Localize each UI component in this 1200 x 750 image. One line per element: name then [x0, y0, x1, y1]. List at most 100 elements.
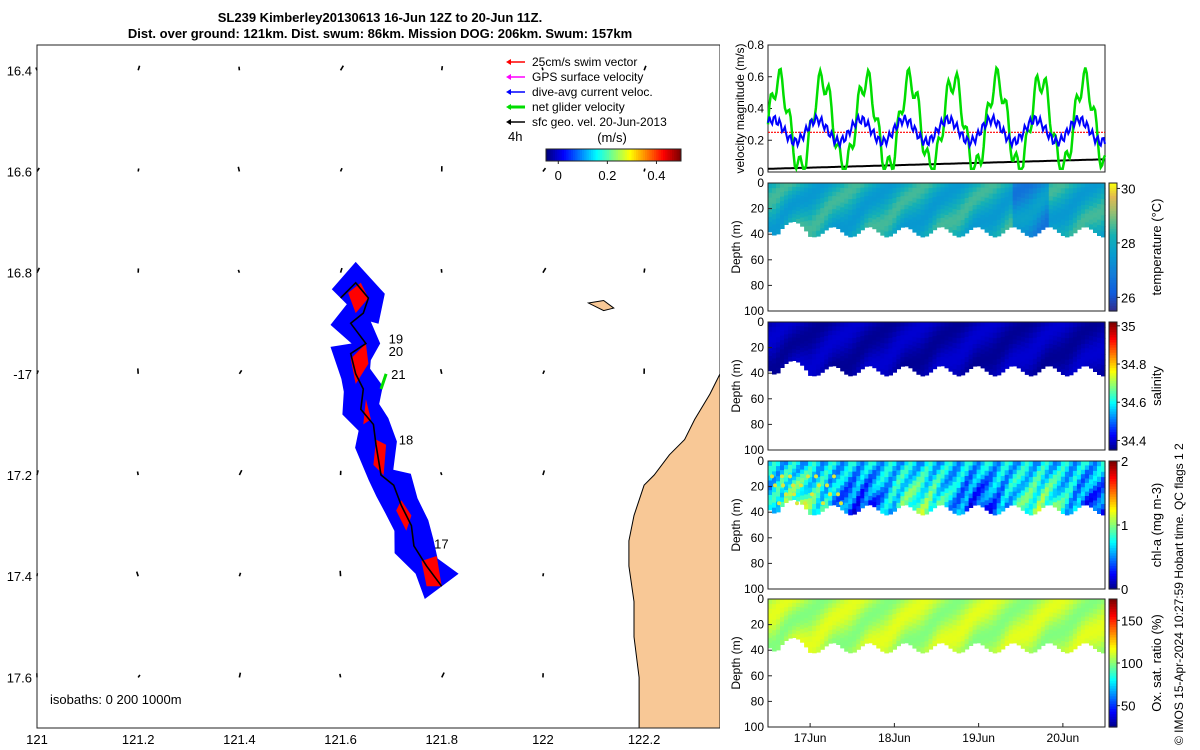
depth-cell: [980, 331, 986, 337]
depth-cell: [1064, 615, 1070, 622]
depth-cell: [908, 617, 913, 623]
depth-cell: [1052, 210, 1058, 216]
depth-cell: [1028, 322, 1034, 328]
depth-cell: [1024, 599, 1030, 605]
depth-cell: [1044, 474, 1050, 480]
depth-cell: [960, 492, 966, 499]
depth-cell: [836, 331, 841, 337]
depth-cell: [888, 466, 893, 473]
panel-colorbar-cell: [1109, 285, 1117, 289]
panel-colorbar-cell: [1109, 542, 1117, 547]
depth-cell: [956, 370, 962, 377]
depth-cell: [912, 643, 917, 649]
depth-cell: [876, 465, 881, 472]
depth-cell: [952, 471, 958, 478]
depth-cell: [836, 219, 841, 225]
depth-cell: [892, 604, 897, 610]
depth-cell: [952, 327, 958, 333]
depth-cell: [1040, 636, 1046, 642]
panel-colorbar-cell: [1109, 519, 1117, 524]
depth-cell: [784, 203, 789, 209]
panel-colorbar-cell: [1109, 236, 1117, 240]
depth-cell: [1024, 353, 1030, 360]
depth-cell: [828, 200, 833, 206]
depth-cell: [952, 497, 958, 504]
depth-cell: [808, 322, 813, 328]
depth-cell: [964, 347, 970, 353]
depth-cell: [940, 607, 946, 613]
depth-cell: [776, 461, 781, 467]
depth-cell: [1089, 617, 1094, 623]
depth-cell: [968, 210, 974, 217]
panel-colorbar-cell: [1109, 576, 1117, 580]
depth-cell: [1080, 482, 1086, 488]
depth-cell: [964, 466, 970, 472]
depth-cell: [948, 326, 954, 333]
depth-cell: [920, 359, 926, 366]
depth-cell: [820, 481, 825, 487]
panel-colorbar-cell: [1109, 489, 1117, 493]
depth-cell: [936, 625, 942, 631]
depth-cell: [1024, 640, 1030, 647]
depth-cell: [1052, 461, 1058, 467]
depth-cell: [1076, 493, 1082, 499]
depth-cell: [828, 621, 833, 627]
depth-cell: [832, 196, 837, 202]
depth-cell: [1068, 599, 1074, 605]
depth-cell: [848, 493, 853, 500]
depth-cell: [1032, 337, 1038, 344]
depth-cell: [1036, 222, 1042, 229]
colorbar-cell: [651, 149, 655, 161]
depth-cell: [1028, 220, 1034, 227]
depth-cell: [816, 599, 821, 605]
depth-cell: [876, 187, 881, 194]
depth-cell: [872, 461, 877, 467]
depth-cell: [856, 223, 861, 229]
depth-cell: [1056, 222, 1062, 228]
panel-colorbar-cell: [1109, 481, 1117, 485]
depth-cell: [880, 327, 885, 333]
time-tick-label: 19Jun: [962, 731, 995, 745]
depth-cell: [1052, 483, 1058, 490]
depth-cell: [1072, 480, 1078, 487]
depth-cell: [984, 608, 990, 615]
depth-cell: [800, 217, 805, 223]
depth-cell: [812, 642, 817, 648]
depth-cell: [952, 322, 958, 328]
depth-cell: [896, 493, 901, 499]
depth-cell: [920, 642, 926, 648]
depth-cell: [820, 634, 825, 640]
depth-cell: [1020, 490, 1026, 496]
depth-cell: [988, 369, 994, 375]
depth-cell: [788, 599, 793, 604]
depth-cell: [768, 485, 773, 491]
panel-colorbar-tick-label: 100: [1121, 656, 1143, 671]
panel-colorbar-cell: [1109, 434, 1117, 438]
depth-cell: [1032, 230, 1038, 237]
depth-cell: [980, 465, 986, 471]
depth-cell: [804, 489, 809, 495]
depth-cell: [904, 222, 909, 228]
depth-cell: [812, 604, 817, 611]
depth-cell: [788, 325, 793, 331]
depth-cell: [912, 490, 917, 496]
depth-cell: [832, 633, 837, 639]
depth-panel-frame: [767, 598, 1106, 728]
depth-cell: [1044, 357, 1050, 363]
depth-cell: [968, 640, 974, 646]
depth-cell: [884, 509, 889, 516]
depth-cell: [832, 183, 837, 188]
depth-cell: [900, 612, 905, 618]
depth-cell: [936, 607, 942, 613]
depth-cell: [776, 486, 781, 493]
depth-cell: [920, 615, 926, 622]
depth-cell: [800, 499, 805, 505]
depth-cell: [876, 346, 881, 352]
depth-cell: [788, 329, 793, 335]
depth-cell: [768, 618, 773, 624]
depth-cell: [1012, 474, 1018, 480]
depth-cell: [988, 614, 994, 621]
depth-cell: [852, 220, 857, 226]
imos-timestamp: © IMOS 15-Apr-2024 10:27:59 Hobart time.…: [1172, 443, 1186, 745]
depth-cell: [1012, 326, 1018, 332]
